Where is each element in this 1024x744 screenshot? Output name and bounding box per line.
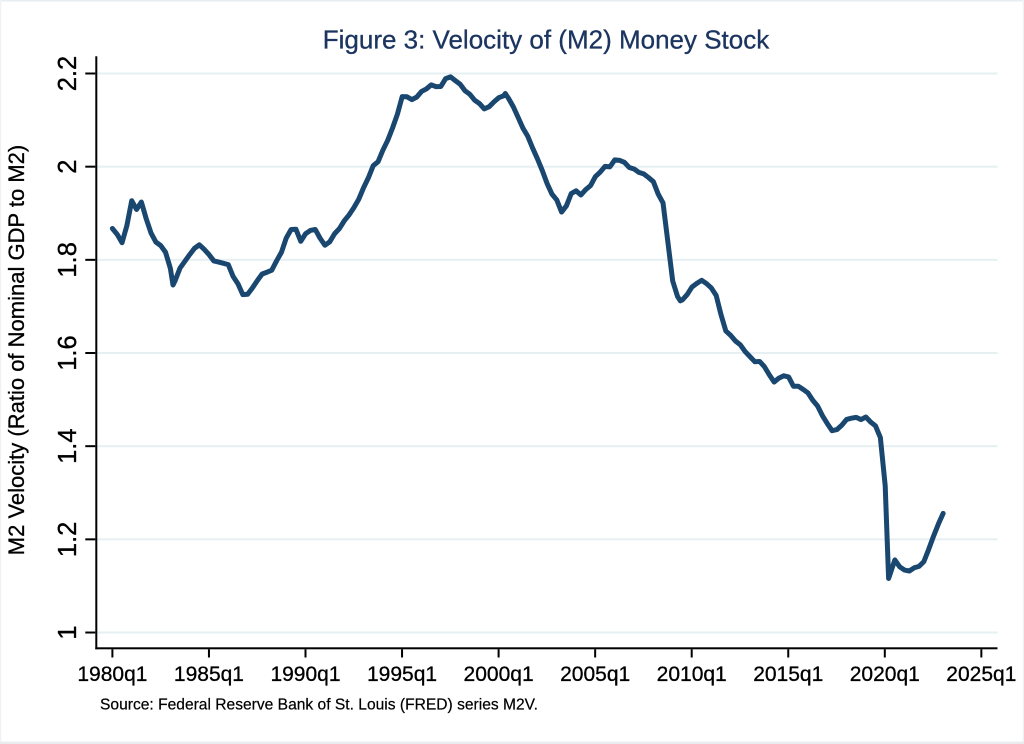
svg-text:2005q1: 2005q1 bbox=[560, 663, 630, 686]
svg-text:1985q1: 1985q1 bbox=[174, 663, 244, 686]
svg-text:2025q1: 2025q1 bbox=[946, 663, 1016, 686]
svg-text:2: 2 bbox=[54, 160, 82, 174]
svg-text:1995q1: 1995q1 bbox=[367, 663, 437, 686]
svg-text:1980q1: 1980q1 bbox=[77, 663, 147, 686]
svg-text:M2 Velocity (Ratio of Nominal: M2 Velocity (Ratio of Nominal GDP to M2) bbox=[4, 145, 29, 555]
svg-text:2000q1: 2000q1 bbox=[464, 663, 534, 686]
svg-text:1: 1 bbox=[54, 625, 82, 639]
svg-text:2015q1: 2015q1 bbox=[753, 663, 823, 686]
svg-text:1990q1: 1990q1 bbox=[270, 663, 340, 686]
svg-text:1.4: 1.4 bbox=[54, 428, 82, 463]
svg-text:Source: Federal Reserve Bank o: Source: Federal Reserve Bank of St. Loui… bbox=[100, 697, 538, 714]
svg-text:2.2: 2.2 bbox=[54, 56, 82, 91]
svg-text:Figure 3: Velocity of (M2) Mon: Figure 3: Velocity of (M2) Money Stock bbox=[323, 25, 771, 55]
svg-text:1.2: 1.2 bbox=[54, 522, 82, 557]
svg-text:1.8: 1.8 bbox=[54, 242, 82, 277]
svg-text:2020q1: 2020q1 bbox=[850, 663, 920, 686]
svg-text:1.6: 1.6 bbox=[54, 335, 82, 370]
svg-text:2010q1: 2010q1 bbox=[657, 663, 727, 686]
